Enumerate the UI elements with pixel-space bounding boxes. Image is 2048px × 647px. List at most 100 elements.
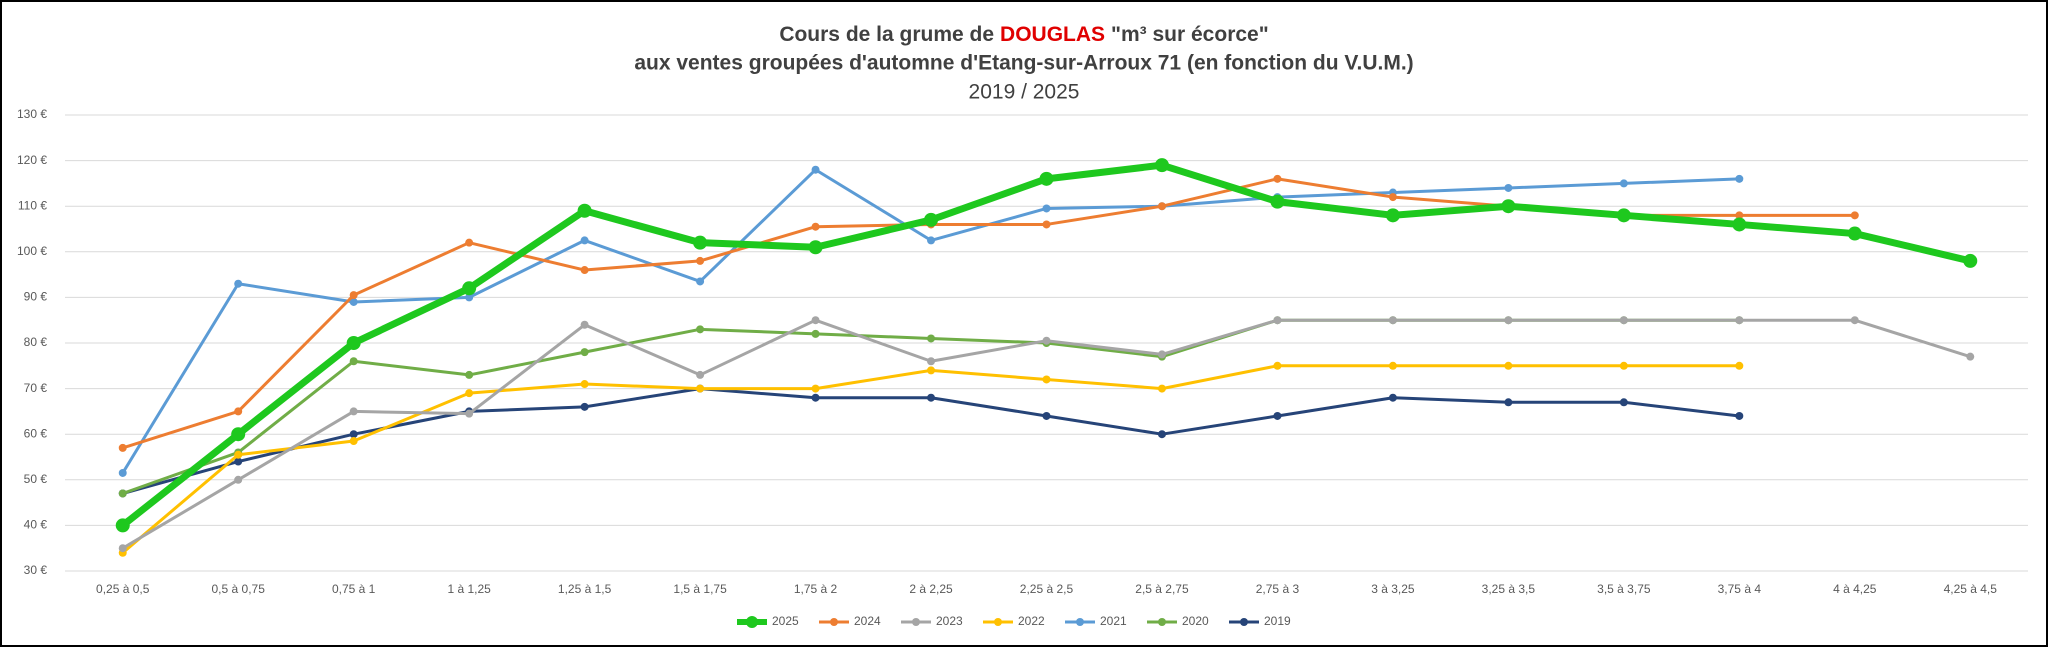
data-point <box>811 316 820 325</box>
x-tick-label: 0,75 à 1 <box>332 582 376 596</box>
legend-marker <box>1158 618 1166 626</box>
data-point <box>349 297 358 306</box>
data-point <box>580 266 589 275</box>
data-point <box>465 389 474 398</box>
x-tick-label: 1,5 à 1,75 <box>673 582 727 596</box>
data-point <box>1385 208 1400 223</box>
x-tick-label: 0,5 à 0,75 <box>212 582 266 596</box>
data-point <box>234 450 243 459</box>
x-tick-label: 3 à 3,25 <box>1371 582 1415 596</box>
legend-marker <box>994 618 1002 626</box>
x-tick-label: 1,25 à 1,5 <box>558 582 612 596</box>
data-point <box>349 437 358 446</box>
data-point <box>1042 411 1051 420</box>
x-tick-label: 2,25 à 2,5 <box>1020 582 1074 596</box>
data-point <box>580 236 589 245</box>
x-tick-label: 3,75 à 4 <box>1718 582 1762 596</box>
data-point <box>1157 202 1166 211</box>
data-point <box>693 235 708 250</box>
legend-marker <box>1240 618 1248 626</box>
data-point <box>811 329 820 338</box>
data-point <box>927 393 936 402</box>
data-point <box>465 238 474 247</box>
data-point <box>349 407 358 416</box>
chart-subtitle: 2019 / 2025 <box>969 81 1080 104</box>
data-point <box>1042 220 1051 229</box>
data-point <box>580 320 589 329</box>
data-point <box>1273 174 1282 183</box>
title-part: Cours de la grume de <box>779 23 994 46</box>
data-point <box>234 457 243 466</box>
data-point <box>231 427 246 442</box>
data-point <box>118 489 127 498</box>
x-tick-label: 3,5 à 3,75 <box>1597 582 1651 596</box>
data-point <box>924 212 939 227</box>
data-point <box>811 384 820 393</box>
data-point <box>1273 361 1282 370</box>
x-tick-label: 0,25 à 0,5 <box>96 582 150 596</box>
title-part: "m³ sur écorce" <box>1111 23 1269 46</box>
data-point <box>1732 217 1747 232</box>
data-point <box>1388 393 1397 402</box>
data-point <box>1270 194 1285 209</box>
data-point <box>1966 352 1975 361</box>
data-point <box>1619 316 1628 325</box>
legend-label: 2020 <box>1182 614 1209 628</box>
chart-subtitle: aux ventes groupées d'automne d'Etang-su… <box>634 52 1413 75</box>
data-point <box>465 370 474 379</box>
data-point <box>1735 411 1744 420</box>
data-point <box>580 348 589 357</box>
data-point <box>811 222 820 231</box>
legend-label: 2019 <box>1264 614 1291 628</box>
data-point <box>927 366 936 375</box>
data-point <box>1504 398 1513 407</box>
data-point <box>349 430 358 439</box>
data-point <box>577 203 592 218</box>
legend-label: 2024 <box>854 614 881 628</box>
data-point <box>1042 375 1051 384</box>
data-point <box>1042 204 1051 213</box>
y-tick-label: 130 € <box>17 107 47 121</box>
data-point <box>465 409 474 418</box>
data-point <box>1850 211 1859 220</box>
x-tick-label: 2 à 2,25 <box>909 582 953 596</box>
legend-marker <box>912 618 920 626</box>
data-point <box>1504 183 1513 192</box>
data-point <box>118 468 127 477</box>
data-point <box>927 357 936 366</box>
y-tick-label: 70 € <box>24 381 48 395</box>
data-point <box>580 402 589 411</box>
x-tick-label: 1 à 1,25 <box>447 582 491 596</box>
data-point <box>1388 316 1397 325</box>
data-point <box>1735 316 1744 325</box>
y-tick-label: 30 € <box>24 563 48 577</box>
data-point <box>234 475 243 484</box>
legend-marker <box>830 618 838 626</box>
chart-title: Cours de la grume de DOUGLAS "m³ sur écorc… <box>779 23 1268 46</box>
x-tick-label: 2,75 à 3 <box>1256 582 1300 596</box>
data-point <box>1039 171 1054 186</box>
data-point <box>696 277 705 286</box>
legend-label: 2023 <box>936 614 963 628</box>
data-point <box>234 407 243 416</box>
data-point <box>1963 253 1978 268</box>
data-point <box>465 293 474 302</box>
data-point <box>1273 316 1282 325</box>
data-point <box>1388 361 1397 370</box>
y-tick-label: 80 € <box>24 335 48 349</box>
legend-label: 2021 <box>1100 614 1127 628</box>
data-point <box>811 165 820 174</box>
x-tick-label: 4 à 4,25 <box>1833 582 1877 596</box>
y-tick-label: 60 € <box>24 426 48 440</box>
x-tick-label: 4,25 à 4,5 <box>1944 582 1998 596</box>
y-tick-label: 100 € <box>17 244 47 258</box>
data-point <box>1157 384 1166 393</box>
data-point <box>234 279 243 288</box>
y-tick-label: 50 € <box>24 472 48 486</box>
x-tick-label: 2,5 à 2,75 <box>1135 582 1189 596</box>
data-point <box>1735 174 1744 183</box>
y-tick-label: 90 € <box>24 290 48 304</box>
legend-label: 2022 <box>1018 614 1045 628</box>
data-point <box>927 334 936 343</box>
